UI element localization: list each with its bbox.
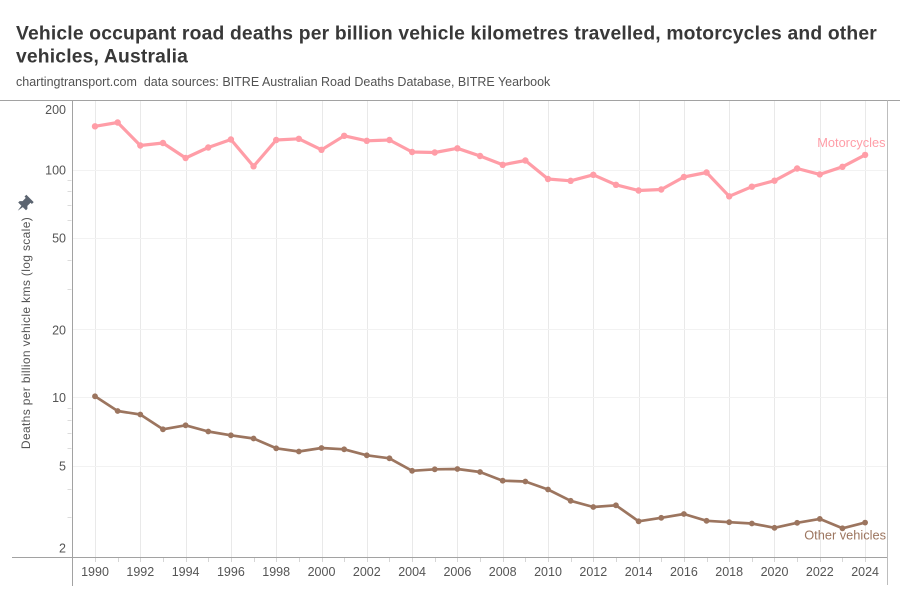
svg-text:2016: 2016 — [670, 565, 698, 579]
svg-text:2022: 2022 — [806, 565, 834, 579]
svg-text:1996: 1996 — [217, 565, 245, 579]
svg-text:2020: 2020 — [761, 565, 789, 579]
svg-text:2: 2 — [59, 541, 66, 555]
svg-text:2010: 2010 — [534, 565, 562, 579]
svg-text:2008: 2008 — [489, 565, 517, 579]
svg-text:5: 5 — [59, 460, 66, 474]
svg-text:vehicles, Australia: vehicles, Australia — [16, 46, 188, 67]
svg-text:Other vehicles: Other vehicles — [804, 528, 886, 543]
svg-text:2004: 2004 — [398, 565, 426, 579]
svg-text:10: 10 — [52, 391, 66, 405]
svg-text:2014: 2014 — [625, 565, 653, 579]
svg-text:20: 20 — [52, 323, 66, 337]
svg-text:2012: 2012 — [579, 565, 607, 579]
svg-text:1994: 1994 — [172, 565, 200, 579]
svg-text:Motorcycles: Motorcycles — [817, 135, 885, 150]
svg-text:2018: 2018 — [715, 565, 743, 579]
svg-text:2000: 2000 — [308, 565, 336, 579]
svg-text:2002: 2002 — [353, 565, 381, 579]
svg-text:100: 100 — [45, 163, 66, 177]
svg-text:1990: 1990 — [81, 565, 109, 579]
svg-text:50: 50 — [52, 232, 66, 246]
svg-text:1998: 1998 — [262, 565, 290, 579]
svg-text:chartingtransport.com data so: chartingtransport.com data sources: BITR… — [16, 75, 551, 89]
svg-text:2006: 2006 — [443, 565, 471, 579]
svg-text:Deaths per billion vehicle kms: Deaths per billion vehicle kms (log scal… — [19, 217, 33, 449]
svg-text:200: 200 — [45, 103, 66, 117]
svg-text:Vehicle occupant road deaths p: Vehicle occupant road deaths per billion… — [16, 23, 877, 44]
svg-text:1992: 1992 — [126, 565, 154, 579]
svg-text:2024: 2024 — [851, 565, 879, 579]
